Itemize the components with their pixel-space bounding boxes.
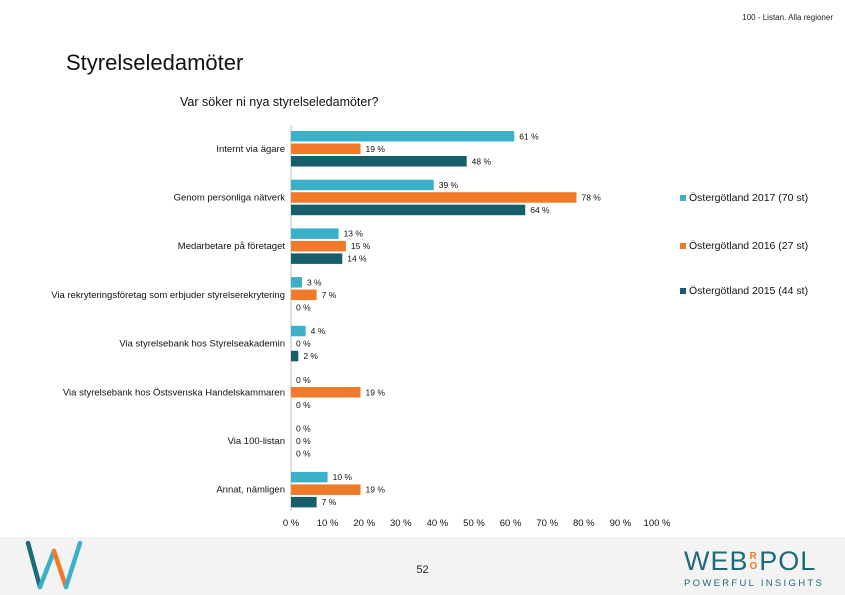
data-label: 4 % — [311, 326, 326, 336]
data-label: 0 % — [296, 436, 311, 446]
category-label: Via styrelsebank hos Östsvenska Handelsk… — [63, 387, 285, 398]
bar — [291, 289, 317, 301]
bar — [291, 387, 361, 398]
bar — [291, 253, 343, 264]
bar — [291, 350, 299, 362]
bar — [291, 192, 577, 203]
bar — [291, 204, 526, 216]
category-label: Genom personliga nätverk — [174, 192, 286, 203]
bar — [291, 240, 346, 252]
page-title: Styrelseledamöter — [66, 50, 244, 75]
legend-label-2015: Östergötland 2015 (44 st) — [689, 285, 809, 297]
brand-wordmark: WEB R O POL — [684, 546, 824, 577]
data-label: 19 % — [366, 485, 386, 495]
legend-item-2016: Östergötland 2016 (27 st) — [680, 240, 808, 252]
legend-label-2017: Östergötland 2017 (70 st) — [689, 192, 809, 204]
data-label: 0 % — [296, 423, 311, 433]
legend-swatch-2016 — [680, 243, 686, 249]
data-label: 48 % — [472, 156, 492, 166]
webropol-logo: WEB R O POL POWERFUL INSIGHTS — [684, 546, 824, 589]
bar — [291, 143, 361, 154]
page-number: 52 — [416, 564, 429, 576]
data-label: 0 % — [296, 375, 311, 385]
data-label: 14 % — [347, 254, 367, 264]
bar — [291, 325, 306, 337]
data-label: 2 % — [303, 351, 318, 361]
brand-ro-top: R — [749, 550, 758, 562]
bar-chart: Internt via ägare 61 % 19 % 48 % Genom perso… — [51, 125, 671, 529]
x-tick-label: 10 % — [317, 518, 339, 529]
x-tick-label: 90 % — [610, 518, 632, 529]
data-label: 19 % — [366, 387, 386, 397]
header-region-label: 100 - Listan. Alla regioner — [742, 13, 833, 22]
data-label: 0 % — [296, 448, 311, 458]
category-label: Via rekryteringsföretag som erbjuder sty… — [51, 290, 285, 301]
x-tick-label: 80 % — [573, 518, 595, 529]
bar — [291, 471, 328, 483]
brand-ro-bottom: O — [749, 560, 759, 572]
brand-tagline: POWERFUL INSIGHTS — [684, 578, 825, 589]
x-tick-label: 60 % — [500, 518, 522, 529]
legend-item-2017: Östergötland 2017 (70 st) — [680, 192, 808, 204]
data-label: 7 % — [322, 290, 337, 300]
data-label: 0 % — [296, 302, 311, 312]
data-label: 15 % — [351, 241, 371, 251]
category-label: Annat, nämligen — [216, 485, 285, 496]
data-label: 19 % — [366, 144, 386, 154]
brand-part2: POL — [759, 546, 817, 576]
data-label: 0 % — [296, 400, 311, 410]
bar — [291, 131, 515, 142]
bar — [291, 496, 317, 508]
data-label: 10 % — [333, 472, 353, 482]
footer-bar — [0, 537, 845, 595]
x-tick-label: 0 % — [283, 518, 300, 529]
bar — [291, 156, 467, 167]
bar — [291, 228, 339, 239]
category-label: Via styrelsebank hos Styrelseakademin — [119, 339, 285, 350]
x-tick-label: 20 % — [353, 518, 375, 529]
data-label: 7 % — [322, 497, 337, 507]
category-label: Internt via ägare — [216, 144, 285, 155]
x-tick-label: 70 % — [536, 518, 558, 529]
data-label: 0 % — [296, 339, 311, 349]
x-tick-label: 100 % — [644, 518, 671, 529]
legend-item-2015: Östergötland 2015 (44 st) — [680, 285, 808, 297]
chart-title: Var söker ni nya styrelseledamöter? — [180, 95, 379, 109]
bar — [291, 484, 361, 495]
data-label: 13 % — [344, 229, 364, 239]
data-label: 61 % — [519, 131, 539, 141]
x-tick-label: 40 % — [427, 518, 449, 529]
brand-ro: R O — [749, 550, 759, 572]
data-label: 39 % — [439, 180, 459, 190]
category-label: Medarbetare på företaget — [178, 241, 286, 252]
bar — [291, 179, 434, 191]
data-label: 64 % — [530, 205, 550, 215]
data-label: 3 % — [307, 277, 322, 287]
data-label: 78 % — [581, 192, 601, 202]
legend-label-2016: Östergötland 2016 (27 st) — [689, 240, 809, 252]
x-tick-label: 30 % — [390, 518, 412, 529]
category-label: Via 100-listan — [228, 436, 285, 447]
x-tick-label: 50 % — [463, 518, 485, 529]
legend-swatch-2017 — [680, 195, 686, 201]
bar — [291, 277, 302, 288]
brand-part1: WEB — [684, 546, 749, 576]
w-logo-icon — [25, 541, 83, 590]
legend-swatch-2015 — [680, 288, 686, 294]
